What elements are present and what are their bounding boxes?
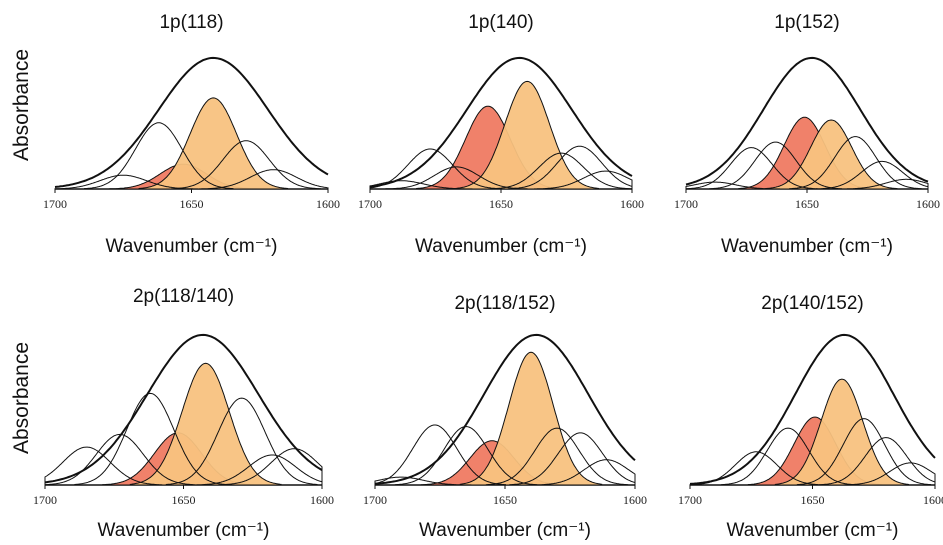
x-tick-label: 1650: [493, 493, 517, 507]
x-tick-label: 1650: [801, 493, 825, 507]
x-axis-label: Wavenumber (cm⁻¹): [106, 236, 278, 257]
x-tick-label: 1600: [916, 197, 940, 211]
component-band-6: [489, 152, 633, 190]
component-band-8: [535, 459, 636, 486]
component-band-2: [138, 97, 289, 190]
component-band-7: [843, 462, 936, 486]
x-axis-label: Wavenumber (cm⁻¹): [419, 520, 591, 541]
x-axis-label: Wavenumber (cm⁻¹): [415, 236, 587, 257]
panel-title: 2p(118/140): [133, 286, 234, 307]
component-band-7: [196, 454, 323, 486]
envelope-curve: [689, 333, 936, 485]
x-tick-label: 1700: [674, 197, 698, 211]
panel-title: 2p(118/152): [454, 293, 555, 314]
x-tick-label: 1650: [489, 197, 513, 211]
x-tick-label: 1700: [358, 197, 382, 211]
component-band-7: [509, 432, 636, 486]
panel-title: 1p(118): [159, 12, 223, 33]
component-band-4: [720, 427, 856, 486]
chart-panel-3: 1p(152) 1700 1650 1600 Wavenumber (cm⁻¹): [674, 12, 940, 257]
chart-panel-1: 1p(118) Absorbance 1700 1650 1600 Wavenumber …: [10, 12, 340, 257]
x-tick-label: 1700: [363, 493, 387, 507]
x-tick-label: 1600: [310, 493, 334, 507]
panel-title: 2p(140/152): [761, 293, 863, 314]
x-axis-label: Wavenumber (cm⁻¹): [98, 520, 270, 541]
x-tick-label: 1650: [795, 197, 819, 211]
x-tick-label: 1600: [923, 493, 943, 507]
component-band-4: [84, 122, 234, 190]
envelope-curve: [369, 56, 633, 188]
y-axis-label: Absorbance: [10, 342, 33, 454]
envelope-curve: [44, 333, 323, 484]
component-band-2: [774, 378, 909, 486]
x-tick-label: 1600: [316, 197, 340, 211]
component-band-5: [74, 392, 227, 486]
panel-title: 1p(152): [774, 12, 840, 33]
component-band-2: [764, 119, 898, 190]
envelope-curve: [54, 56, 329, 188]
component-band-6: [198, 169, 329, 190]
x-axis-label: Wavenumber (cm⁻¹): [727, 520, 899, 541]
x-axis-label: Wavenumber (cm⁻¹): [721, 236, 893, 257]
chart-panel-5: 2p(118/152) 1700 1650 1600 Wavenumber (cm⁻¹): [363, 293, 647, 541]
x-tick-label: 1650: [180, 197, 204, 211]
chart-panel-2: 1p(140) 1700 1650 1600 Wavenumber (cm⁻¹): [358, 12, 644, 257]
envelope-curve: [685, 56, 929, 186]
x-tick-label: 1700: [33, 493, 57, 507]
component-band-5: [171, 140, 321, 190]
component-band-7: [507, 145, 633, 190]
component-band-6: [165, 397, 318, 486]
y-axis-label: Absorbance: [10, 49, 33, 161]
x-tick-label: 1600: [623, 493, 647, 507]
component-band-8: [534, 170, 633, 190]
component-band-5: [796, 418, 932, 486]
x-tick-label: 1600: [620, 197, 644, 211]
component-band-6: [485, 427, 629, 486]
component-band-4: [374, 424, 506, 486]
component-band-8: [218, 448, 323, 486]
component-band-2: [455, 80, 599, 190]
component-band-5: [709, 141, 842, 190]
chart-panel-4: 2p(118/140) Absorbance 1700 1650 1600 Wavenum…: [10, 286, 334, 541]
x-tick-label: 1650: [172, 493, 196, 507]
component-band-5: [394, 425, 538, 486]
x-tick-label: 1700: [678, 493, 702, 507]
component-band-4: [685, 147, 818, 190]
component-band-6: [818, 437, 936, 486]
component-band-7: [815, 160, 929, 190]
chart-panel-6: 2p(140/152) 1700 1650 1600 Wavenumber (cm⁻¹): [678, 293, 943, 541]
component-band-6: [789, 136, 922, 190]
envelope-curve: [374, 333, 636, 485]
component-band-3: [54, 174, 198, 190]
x-tick-label: 1700: [43, 197, 67, 211]
panel-title: 1p(140): [468, 12, 534, 33]
component-band-8: [839, 178, 929, 190]
